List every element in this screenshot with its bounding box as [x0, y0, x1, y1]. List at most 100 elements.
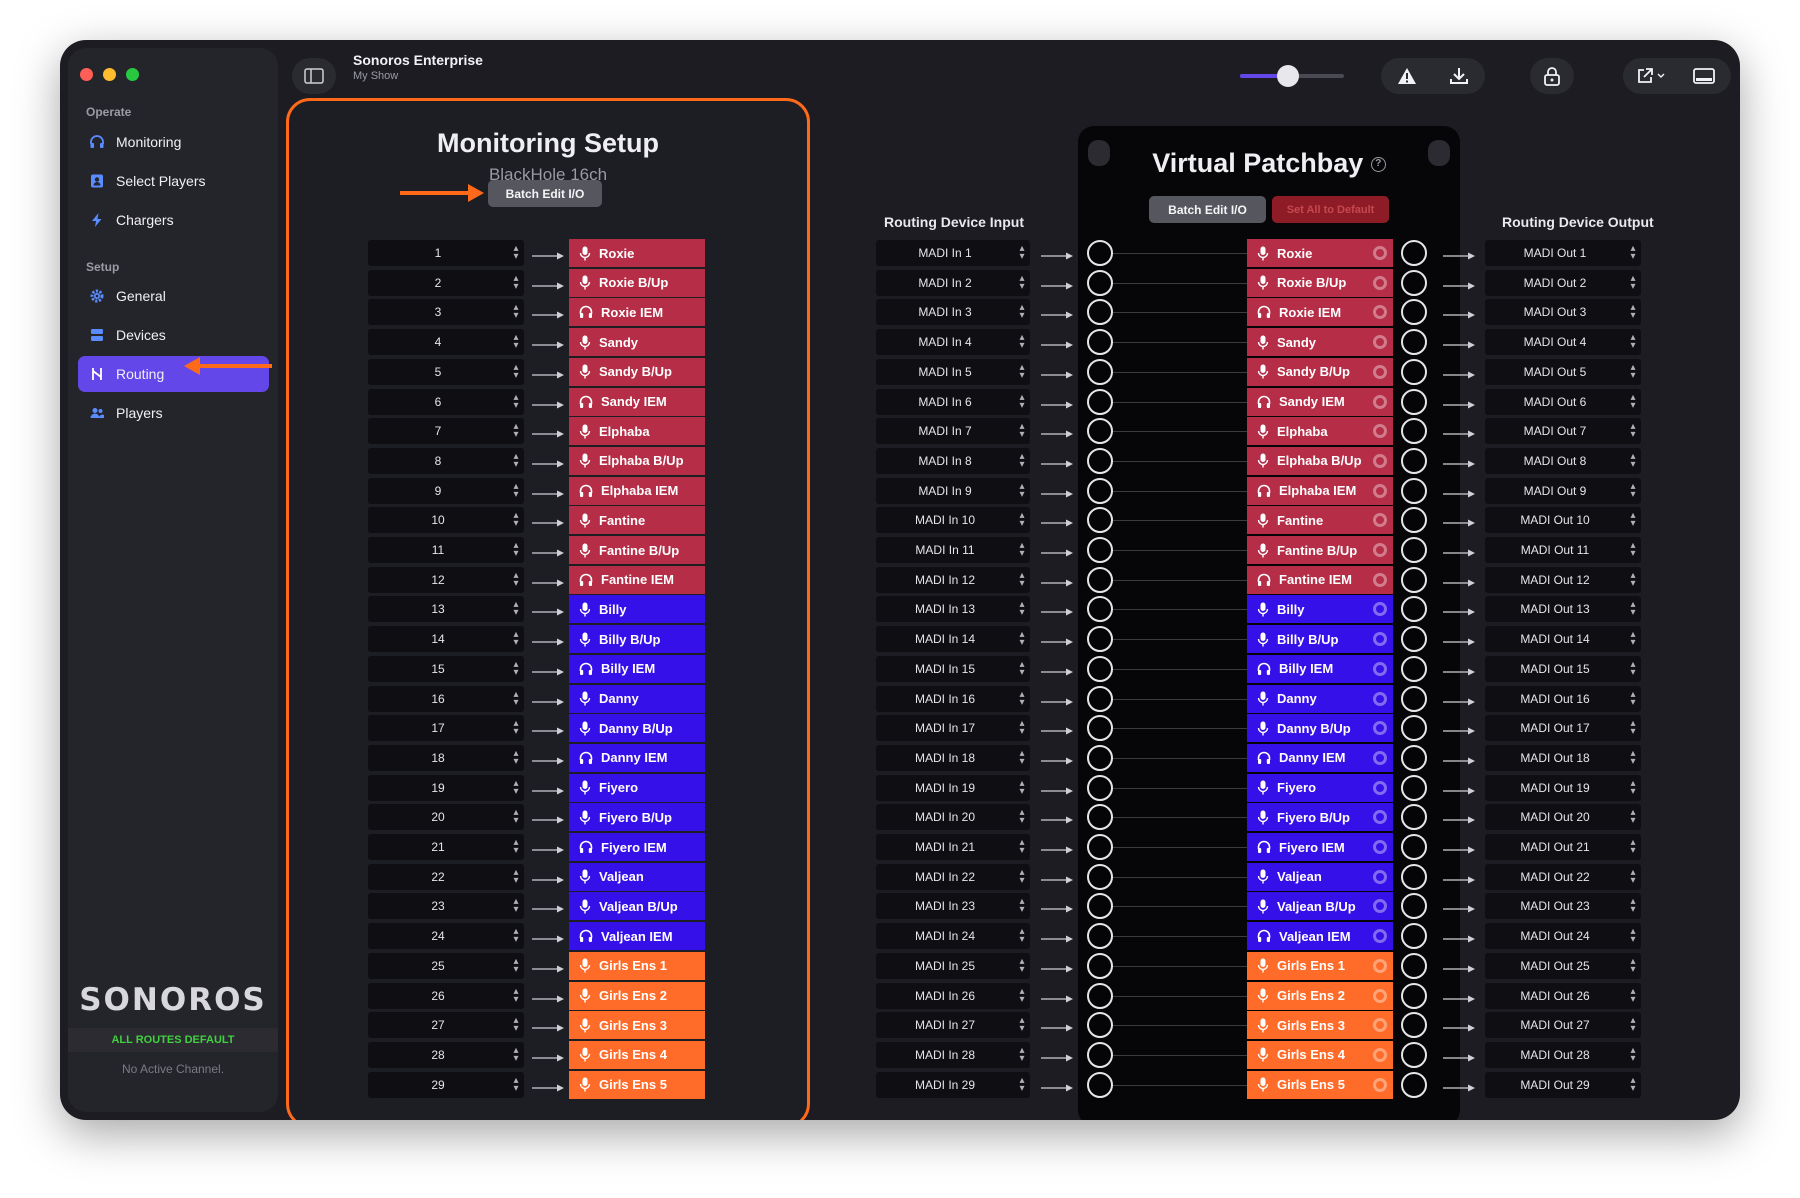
sidebar-item-select-players[interactable]: Select Players [78, 163, 269, 199]
routing-output-select[interactable]: MADI Out 19 ▴ ▾ [1485, 774, 1641, 801]
monitor-channel-select[interactable]: 27 ▴ ▾ [368, 1012, 524, 1039]
stepper-icon[interactable]: ▴ ▾ [1630, 599, 1636, 619]
routing-input-select[interactable]: MADI In 24 ▴ ▾ [876, 923, 1030, 950]
monitor-channel-select[interactable]: 8 ▴ ▾ [368, 447, 524, 474]
routing-input-select[interactable]: MADI In 10 ▴ ▾ [876, 507, 1030, 534]
patch-output-jack[interactable] [1401, 358, 1427, 385]
stepper-icon[interactable]: ▴ ▾ [513, 688, 519, 708]
monitor-channel-select[interactable]: 1 ▴ ▾ [368, 240, 524, 266]
routing-output-select[interactable]: MADI Out 6 ▴ ▾ [1485, 388, 1641, 415]
sidebar-item-general[interactable]: General [78, 278, 269, 314]
routing-input-select[interactable]: MADI In 28 ▴ ▾ [876, 1041, 1030, 1068]
stepper-icon[interactable]: ▴ ▾ [513, 955, 519, 975]
stepper-icon[interactable]: ▴ ▾ [513, 1044, 519, 1064]
monitor-channel-select[interactable]: 28 ▴ ▾ [368, 1041, 524, 1068]
patch-input-jack[interactable] [1087, 655, 1113, 682]
stepper-icon[interactable]: ▴ ▾ [1630, 777, 1636, 797]
stepper-icon[interactable]: ▴ ▾ [1630, 1044, 1636, 1064]
patch-input-jack[interactable] [1087, 477, 1113, 504]
stepper-icon[interactable]: ▴ ▾ [1630, 332, 1636, 352]
patch-input-jack[interactable] [1087, 893, 1113, 920]
routing-output-select[interactable]: MADI Out 26 ▴ ▾ [1485, 982, 1641, 1009]
monitor-channel-select[interactable]: 21 ▴ ▾ [368, 834, 524, 860]
gear-icon[interactable] [1373, 632, 1387, 647]
routing-input-select[interactable]: MADI In 15 ▴ ▾ [876, 655, 1030, 682]
routing-output-select[interactable]: MADI Out 8 ▴ ▾ [1485, 447, 1641, 474]
monitor-channel-select[interactable]: 18 ▴ ▾ [368, 744, 524, 771]
routing-input-select[interactable]: MADI In 3 ▴ ▾ [876, 299, 1030, 326]
stepper-icon[interactable]: ▴ ▾ [513, 658, 519, 678]
gear-icon[interactable] [1373, 958, 1387, 973]
stepper-icon[interactable]: ▴ ▾ [513, 599, 519, 619]
patchbay-channel-label[interactable]: Valjean [1247, 862, 1393, 891]
stepper-icon[interactable]: ▴ ▾ [1630, 747, 1636, 767]
gear-icon[interactable] [1373, 780, 1387, 795]
monitor-channel-select[interactable]: 29 ▴ ▾ [368, 1071, 524, 1098]
stepper-icon[interactable]: ▴ ▾ [1019, 718, 1025, 738]
patch-output-jack[interactable] [1401, 1041, 1427, 1068]
patch-input-jack[interactable] [1087, 447, 1113, 474]
patch-input-jack[interactable] [1087, 626, 1113, 653]
stepper-icon[interactable]: ▴ ▾ [1630, 866, 1636, 886]
routing-output-select[interactable]: MADI Out 22 ▴ ▾ [1485, 863, 1641, 890]
gear-icon[interactable] [1373, 572, 1387, 587]
stepper-icon[interactable]: ▴ ▾ [513, 569, 519, 589]
patch-input-jack[interactable] [1087, 299, 1113, 326]
monitor-channel-select[interactable]: 25 ▴ ▾ [368, 952, 524, 979]
routing-input-select[interactable]: MADI In 19 ▴ ▾ [876, 774, 1030, 801]
patch-output-jack[interactable] [1401, 447, 1427, 474]
patch-output-jack[interactable] [1401, 982, 1427, 1009]
stepper-icon[interactable]: ▴ ▾ [1019, 837, 1025, 856]
stepper-icon[interactable]: ▴ ▾ [1019, 629, 1025, 649]
patchbay-channel-label[interactable]: Girls Ens 5 [1247, 1070, 1393, 1099]
patch-input-jack[interactable] [1087, 834, 1113, 860]
gear-icon[interactable] [1373, 1047, 1387, 1062]
gear-icon[interactable] [1373, 661, 1387, 676]
stepper-icon[interactable]: ▴ ▾ [513, 866, 519, 886]
stepper-icon[interactable]: ▴ ▾ [513, 510, 519, 530]
patchbay-channel-label[interactable]: Fantine B/Up [1247, 536, 1393, 564]
stepper-icon[interactable]: ▴ ▾ [1019, 926, 1025, 946]
stepper-icon[interactable]: ▴ ▾ [513, 421, 519, 441]
routing-output-select[interactable]: MADI Out 15 ▴ ▾ [1485, 655, 1641, 682]
routing-output-select[interactable]: MADI Out 9 ▴ ▾ [1485, 477, 1641, 504]
monitor-channel-select[interactable]: 4 ▴ ▾ [368, 329, 524, 356]
set-all-default-button[interactable]: Set All to Default [1272, 196, 1389, 223]
gear-icon[interactable] [1373, 335, 1387, 350]
routing-output-select[interactable]: MADI Out 18 ▴ ▾ [1485, 744, 1641, 771]
patch-output-jack[interactable] [1401, 240, 1427, 266]
help-icon[interactable]: ? [1370, 157, 1386, 173]
patch-input-jack[interactable] [1087, 388, 1113, 415]
patch-input-jack[interactable] [1087, 804, 1113, 831]
stepper-icon[interactable]: ▴ ▾ [1630, 450, 1636, 470]
patchbay-channel-label[interactable]: Girls Ens 2 [1247, 981, 1393, 1010]
stepper-icon[interactable]: ▴ ▾ [513, 807, 519, 827]
stepper-icon[interactable]: ▴ ▾ [1630, 510, 1636, 530]
patch-input-jack[interactable] [1087, 774, 1113, 801]
stepper-icon[interactable]: ▴ ▾ [1019, 777, 1025, 797]
stepper-icon[interactable]: ▴ ▾ [1019, 421, 1025, 441]
gear-icon[interactable] [1373, 483, 1387, 498]
routing-input-select[interactable]: MADI In 25 ▴ ▾ [876, 952, 1030, 979]
patch-output-jack[interactable] [1401, 893, 1427, 920]
stepper-icon[interactable]: ▴ ▾ [1630, 955, 1636, 975]
stepper-icon[interactable]: ▴ ▾ [1630, 480, 1636, 500]
patchbay-channel-label[interactable]: Roxie B/Up [1247, 268, 1393, 297]
patch-output-jack[interactable] [1401, 388, 1427, 415]
patchbay-channel-label[interactable]: Valjean B/Up [1247, 892, 1393, 921]
routing-input-select[interactable]: MADI In 7 ▴ ▾ [876, 418, 1030, 445]
patchbay-channel-label[interactable]: Girls Ens 4 [1247, 1040, 1393, 1069]
gear-icon[interactable] [1373, 1018, 1387, 1033]
stepper-icon[interactable]: ▴ ▾ [1019, 807, 1025, 827]
routing-output-select[interactable]: MADI Out 20 ▴ ▾ [1485, 804, 1641, 831]
stepper-icon[interactable]: ▴ ▾ [1019, 332, 1025, 352]
stepper-icon[interactable]: ▴ ▾ [1019, 599, 1025, 619]
stepper-icon[interactable]: ▴ ▾ [1630, 837, 1636, 856]
monitor-channel-select[interactable]: 19 ▴ ▾ [368, 774, 524, 801]
stepper-icon[interactable]: ▴ ▾ [1630, 985, 1636, 1005]
stepper-icon[interactable]: ▴ ▾ [1019, 450, 1025, 470]
routing-input-select[interactable]: MADI In 23 ▴ ▾ [876, 893, 1030, 920]
stepper-icon[interactable]: ▴ ▾ [1630, 243, 1636, 262]
stepper-icon[interactable]: ▴ ▾ [1019, 540, 1025, 559]
monitor-channel-select[interactable]: 9 ▴ ▾ [368, 477, 524, 504]
